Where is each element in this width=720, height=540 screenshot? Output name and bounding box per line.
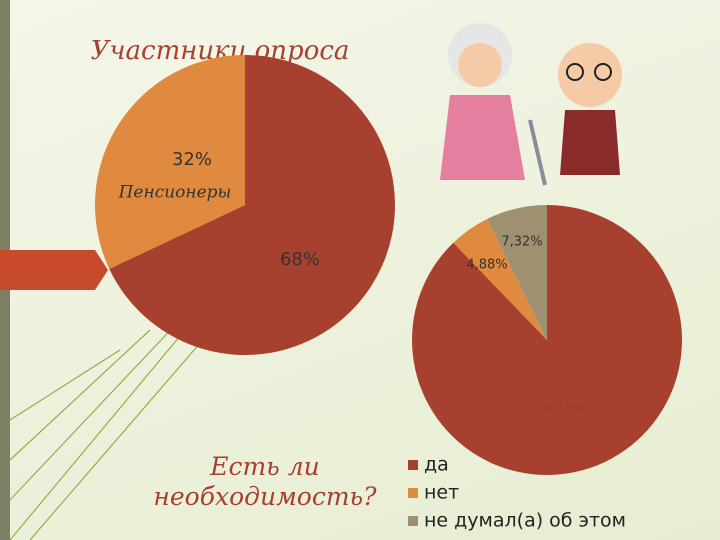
pie-slice xyxy=(453,219,547,340)
data-label: 87,8% xyxy=(544,403,585,418)
arrow-tab xyxy=(0,250,108,290)
legend-label: не думал(а) об этом xyxy=(424,510,626,532)
data-label: 68% xyxy=(280,249,320,270)
legend-swatch xyxy=(408,460,418,470)
pie-slice xyxy=(109,55,395,355)
legend-swatch xyxy=(408,516,418,526)
legend-swatch xyxy=(408,488,418,498)
legend-label: да xyxy=(424,454,449,476)
data-label: 32% xyxy=(172,149,212,170)
grandma-figure xyxy=(440,23,547,186)
decor-lines xyxy=(9,299,221,540)
data-label: 7,32% xyxy=(501,235,542,250)
legend-label: нет xyxy=(424,482,459,504)
data-label: 4,88% xyxy=(466,258,507,273)
grandpa-figure xyxy=(558,43,622,175)
chart-title: Есть ли необходимость? xyxy=(153,452,377,511)
category-label: Пенсионеры xyxy=(118,183,232,203)
pie-slice xyxy=(94,54,245,269)
pie-slice xyxy=(412,205,683,475)
pie-slice xyxy=(487,205,547,340)
